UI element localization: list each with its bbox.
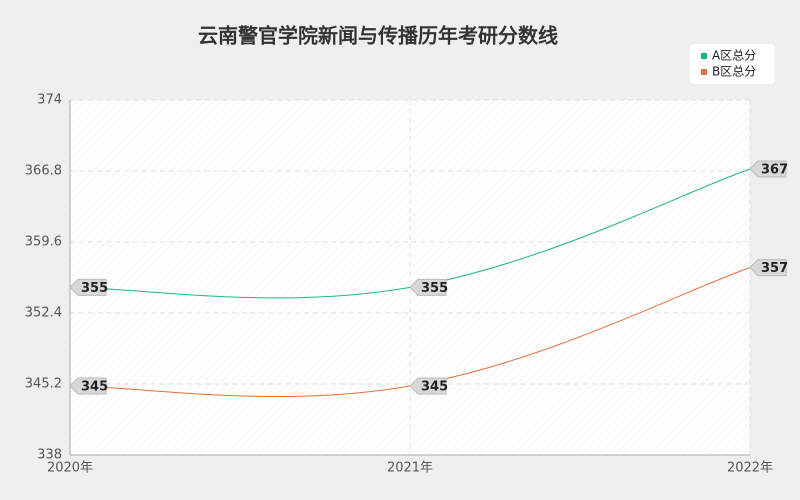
legend-label: B区总分	[712, 65, 756, 79]
chart-title: 云南警官学院新闻与传播历年考研分数线	[198, 24, 558, 48]
y-tick-label: 352.4	[25, 306, 62, 321]
y-tick-label: 374	[37, 93, 62, 108]
data-label: 345	[421, 379, 448, 394]
data-label: 357	[761, 261, 788, 276]
y-tick-label: 345.2	[25, 377, 62, 392]
data-label-box	[409, 377, 447, 395]
legend-box	[690, 44, 775, 84]
legend-swatch	[701, 69, 707, 75]
data-label: 355	[421, 281, 448, 296]
legend-label: A区总分	[712, 49, 756, 63]
x-tick-label: 2022年	[727, 461, 773, 476]
x-tick-label: 2021年	[387, 461, 433, 476]
data-label-box	[69, 278, 107, 296]
data-label: 367	[761, 163, 788, 178]
data-label-box	[409, 278, 447, 296]
y-tick-label: 366.8	[25, 164, 62, 179]
data-label: 355	[81, 281, 108, 296]
y-tick-label: 359.6	[25, 235, 62, 250]
y-tick-label: 338	[37, 448, 62, 463]
data-label: 345	[81, 379, 108, 394]
legend-swatch	[701, 53, 707, 59]
plot-area	[70, 100, 750, 455]
data-label-box	[69, 377, 107, 395]
data-label-box	[749, 259, 787, 277]
data-label-box	[749, 160, 787, 178]
x-tick-label: 2020年	[47, 461, 93, 476]
